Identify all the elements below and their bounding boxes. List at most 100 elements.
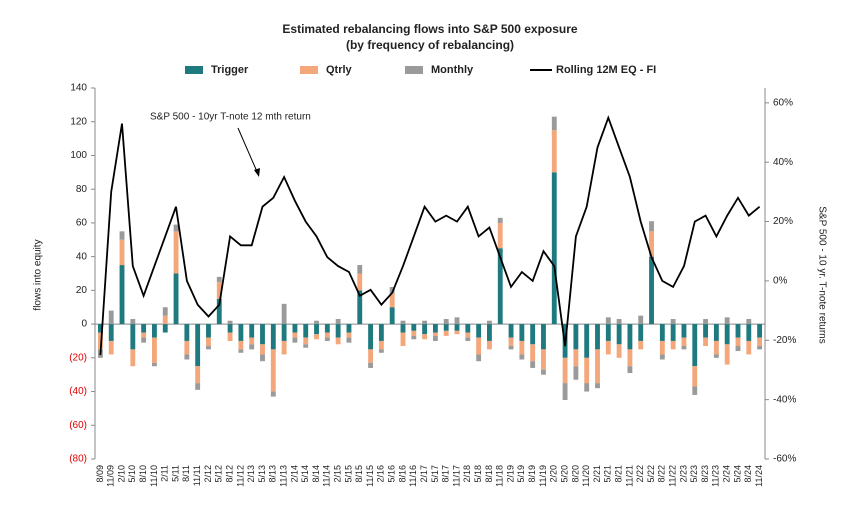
bar [270, 349, 276, 392]
x-tick-label: 5/12 [214, 465, 224, 483]
x-tick-label: 11/20 [581, 465, 591, 487]
bar [281, 303, 287, 325]
bar [638, 324, 644, 341]
bar [757, 337, 763, 347]
x-tick-label: 5/24 [732, 465, 742, 483]
bar [152, 324, 157, 338]
bar [616, 319, 622, 325]
legend-swatch [300, 66, 318, 74]
x-tick-label: 2/17 [419, 465, 429, 483]
x-tick-label: 8/15 [354, 465, 364, 483]
x-tick-label: 5/18 [473, 465, 483, 483]
x-tick-label: 2/11 [160, 465, 170, 482]
x-tick-label: 11/21 [624, 465, 634, 487]
bar [97, 332, 103, 350]
bar [411, 324, 417, 331]
bar [227, 320, 233, 325]
bar [595, 349, 600, 384]
bar [692, 324, 698, 367]
x-tick-label: 5/10 [127, 465, 137, 483]
bar [281, 324, 287, 341]
x-tick-label: 8/21 [613, 465, 623, 483]
bar [508, 346, 514, 350]
bar [119, 265, 125, 325]
x-tick-label: 2/16 [376, 465, 386, 483]
y-tick-label: 20 [76, 285, 88, 296]
y2-tick-label: 0% [773, 276, 788, 287]
bar [562, 383, 568, 400]
bar [173, 231, 179, 274]
annotation-arrowhead [254, 168, 260, 177]
bar [206, 346, 211, 350]
bar [627, 366, 633, 373]
bar [638, 340, 644, 350]
x-tick-label: 8/22 [657, 465, 667, 483]
bar [649, 231, 654, 257]
bar [260, 344, 265, 355]
x-tick-label: 11/24 [754, 465, 764, 487]
bar [659, 324, 665, 341]
bar [400, 332, 406, 347]
x-tick-label: 2/21 [592, 465, 602, 483]
bar [141, 324, 147, 333]
bar [681, 324, 687, 338]
x-tick-label: 2/14 [289, 465, 299, 483]
bar [378, 340, 384, 350]
bar [735, 337, 741, 347]
bar [541, 349, 546, 370]
y2-tick-label: -40% [773, 394, 796, 405]
bar [130, 319, 136, 325]
bar [173, 224, 179, 232]
bar [238, 349, 244, 353]
x-tick-label: 11/10 [149, 465, 159, 487]
bar [357, 273, 363, 291]
bar [432, 335, 438, 341]
bar [335, 337, 341, 345]
bar [238, 324, 244, 341]
x-tick-label: 2/23 [678, 465, 688, 483]
bar [519, 324, 525, 341]
line-series [99, 115, 761, 356]
x-tick-label: 8/19 [527, 465, 537, 483]
y-tick-label: (80) [69, 454, 87, 465]
bar [432, 332, 438, 336]
bar [162, 324, 168, 333]
bar [238, 340, 244, 350]
y-tick-label: 40 [76, 251, 88, 262]
x-tick-label: 8/16 [397, 465, 407, 483]
x-tick-label: 8/23 [700, 465, 710, 483]
bar [119, 239, 125, 266]
y-axis-title: flows into equity [33, 239, 44, 310]
y2-tick-label: 20% [773, 216, 793, 227]
x-tick-label: 2/12 [203, 465, 213, 483]
bar [206, 337, 211, 347]
bar [119, 231, 125, 240]
x-tick-label: 5/20 [559, 465, 569, 483]
bar [605, 324, 611, 341]
x-tick-label: 11/22 [668, 465, 678, 487]
bar [465, 337, 471, 341]
bar [616, 344, 622, 358]
x-tick-label: 8/11 [181, 465, 191, 482]
bar [173, 273, 179, 325]
bar [649, 256, 654, 325]
bar [746, 340, 752, 355]
bar [346, 324, 352, 333]
x-tick-label: 8/17 [441, 465, 451, 483]
y-tick-label: 60 [76, 218, 88, 229]
bar [443, 330, 449, 336]
x-tick-label: 11/19 [538, 465, 548, 487]
bar [141, 337, 147, 343]
x-tick-label: 11/09 [106, 465, 116, 487]
bar [454, 317, 460, 325]
bar [508, 337, 514, 347]
bar [508, 324, 514, 338]
bar [616, 324, 622, 345]
bar [206, 324, 211, 338]
bar [692, 386, 698, 395]
bar [389, 286, 395, 294]
x-tick-label: 11/23 [711, 465, 721, 487]
bar [97, 324, 103, 333]
bar [476, 337, 482, 355]
